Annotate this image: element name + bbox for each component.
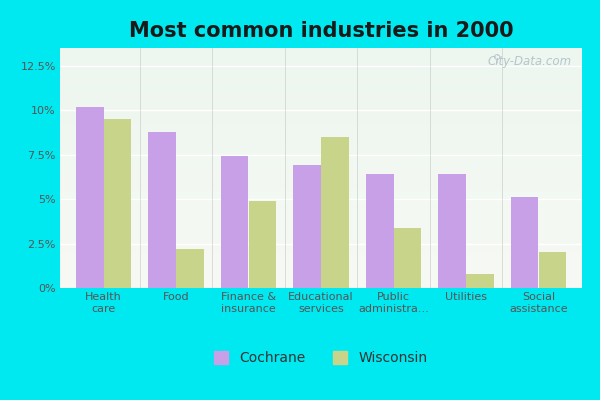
Bar	[511, 197, 538, 288]
Bar	[394, 228, 421, 288]
Text: City-Data.com: City-Data.com	[487, 55, 572, 68]
Bar	[439, 174, 466, 288]
Bar	[466, 274, 494, 288]
Bar	[321, 137, 349, 288]
Title: Most common industries in 2000: Most common industries in 2000	[128, 21, 514, 41]
Bar	[148, 132, 176, 288]
Bar	[221, 156, 248, 288]
Text: ⚲: ⚲	[493, 54, 501, 64]
Bar	[366, 174, 394, 288]
Bar	[104, 119, 131, 288]
Bar	[76, 107, 104, 288]
Bar	[248, 201, 276, 288]
Bar	[293, 165, 321, 288]
Bar	[176, 249, 203, 288]
Bar	[539, 252, 566, 288]
Legend: Cochrane, Wisconsin: Cochrane, Wisconsin	[208, 344, 434, 372]
